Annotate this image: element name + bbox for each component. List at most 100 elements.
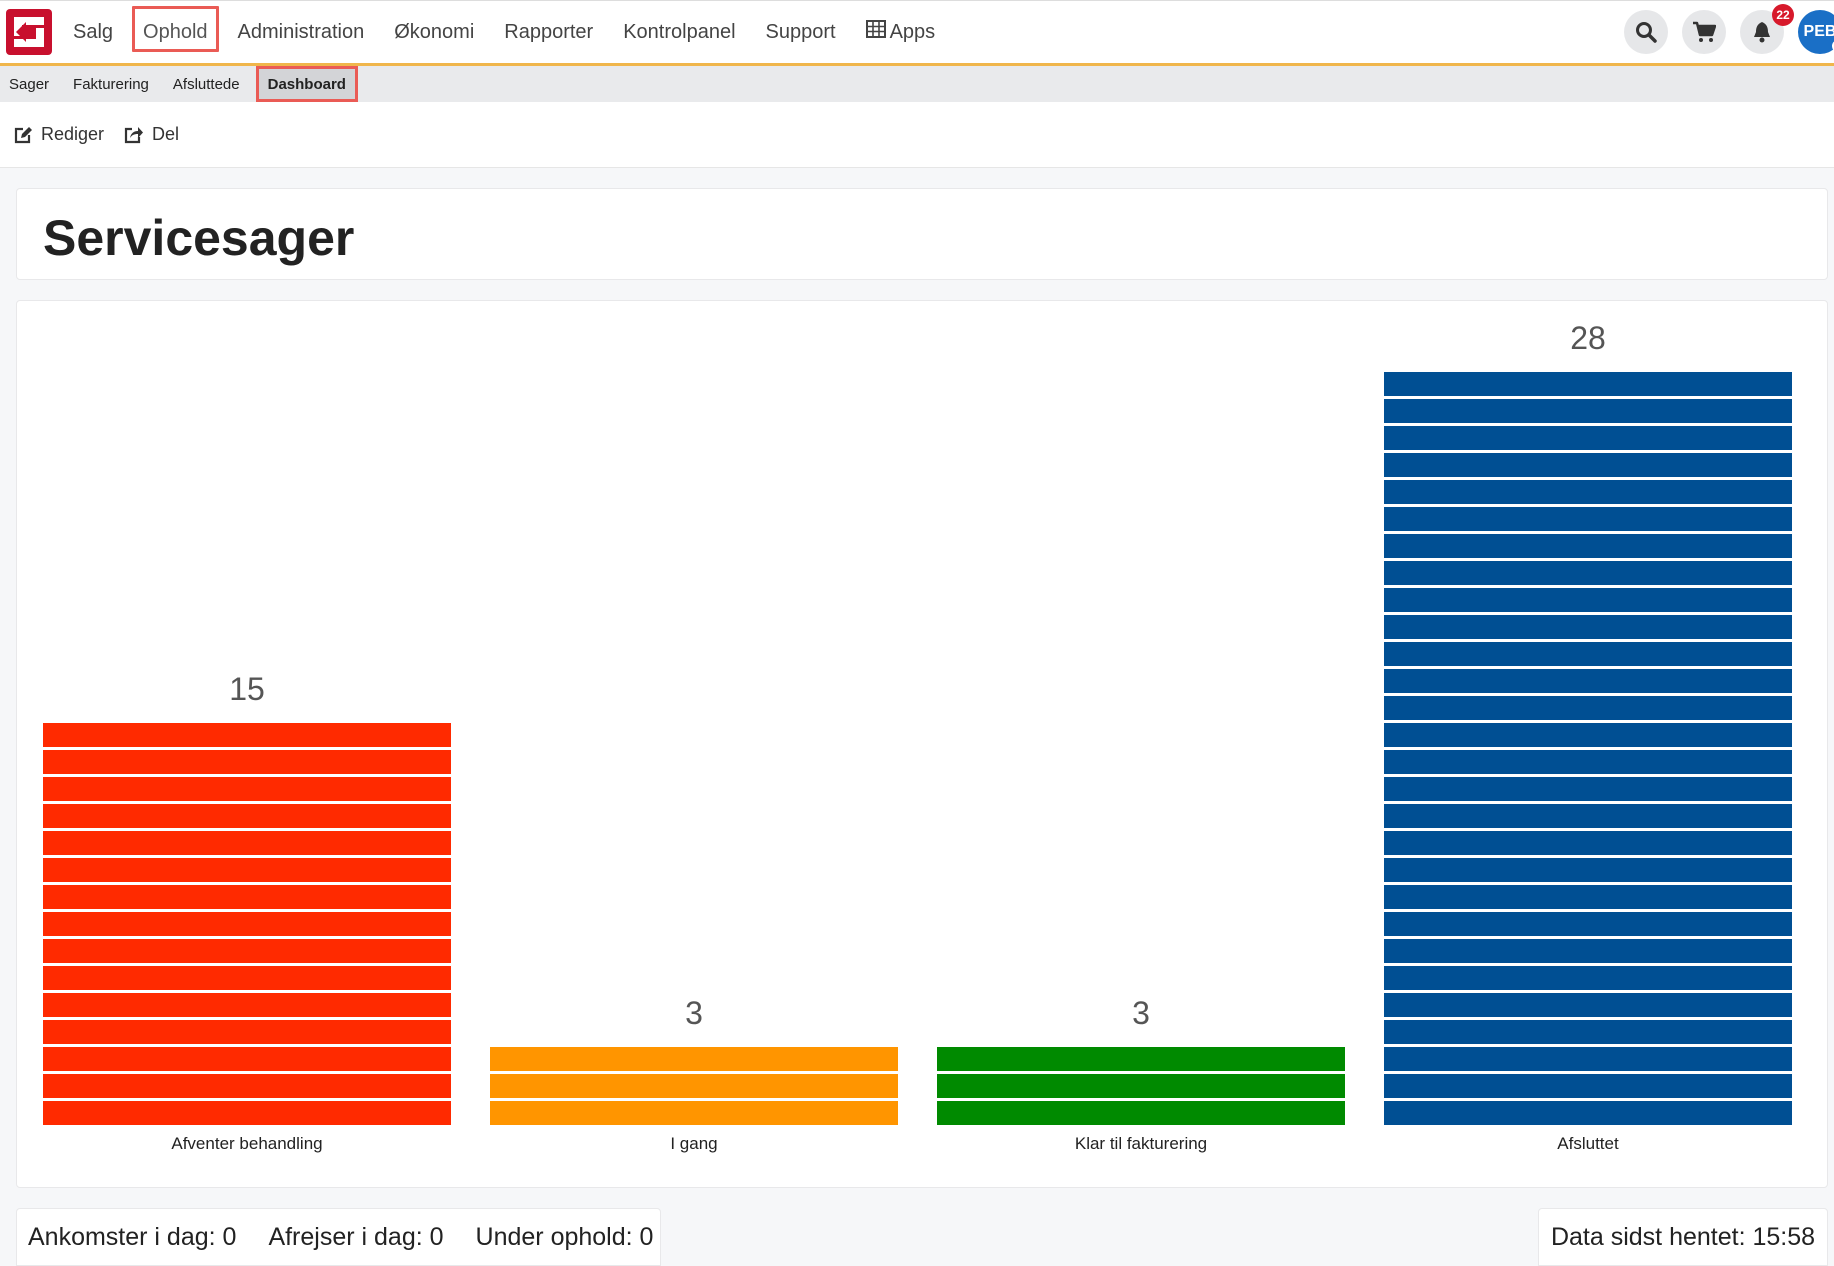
grid-icon <box>865 20 886 44</box>
bar-segment <box>937 1074 1345 1098</box>
search-button[interactable] <box>1624 10 1668 54</box>
bar-segment <box>43 804 451 828</box>
bar-segment <box>43 939 451 963</box>
bar-segment <box>1384 426 1792 450</box>
bar-segment <box>1384 777 1792 801</box>
nav-item-administration[interactable]: Administration <box>237 20 365 43</box>
bar-segment <box>1384 561 1792 585</box>
bar-segment <box>43 1020 451 1044</box>
bar-segment <box>1384 912 1792 936</box>
bar-afsluttet <box>1384 372 1792 1125</box>
bar-klar-til-fakturering <box>937 1047 1345 1125</box>
main-nav: Salg Ophold Administration Økonomi Rappo… <box>58 1 950 63</box>
service-cases-chart: 15 Afventer behandling 3 I gang 3 Klar til fa… <box>43 320 1792 1153</box>
bar-segment <box>937 1101 1345 1125</box>
last-fetched-time: Data sidst hentet: 15:58 <box>1550 1222 1816 1251</box>
bar-segment <box>1384 480 1792 504</box>
in-stay-count: Under ophold: 0 <box>475 1222 654 1251</box>
top-navigation-bar: Salg Ophold Administration Økonomi Rappo… <box>0 0 1834 66</box>
bar-segment <box>1384 534 1792 558</box>
subnav-item-afsluttede[interactable]: Afsluttede <box>172 75 240 93</box>
bar-segment <box>43 1074 451 1098</box>
share-label: Del <box>152 124 180 144</box>
value-label-klar-til-fakturering: 3 <box>1132 995 1150 1031</box>
bar-segment <box>490 1101 898 1125</box>
avatar-initials: PEB <box>1803 23 1834 40</box>
share-icon <box>124 126 144 143</box>
search-icon <box>1636 22 1657 43</box>
bar-segment <box>1384 696 1792 720</box>
bar-afventer-behandling <box>43 723 451 1125</box>
bar-segment <box>1384 831 1792 855</box>
header-actions: 22 PEB <box>1624 4 1834 55</box>
bar-segment <box>1384 1101 1792 1125</box>
last-fetched-box: Data sidst hentet: 15:58 <box>1538 1208 1828 1266</box>
nav-item-kontrolpanel[interactable]: Kontrolpanel <box>623 20 736 43</box>
subnav-item-dashboard[interactable]: Dashboard <box>255 66 359 102</box>
bar-segment <box>1384 1020 1792 1044</box>
category-label-afventer-behandling: Afventer behandling <box>171 1134 322 1153</box>
bar-segment <box>1384 1074 1792 1098</box>
nav-item-apps[interactable]: Apps <box>851 1 951 63</box>
bar-segment <box>1384 750 1792 774</box>
title-card: Servicesager <box>16 188 1828 280</box>
nav-item-salg[interactable]: Salg <box>73 20 114 43</box>
category-label-i-gang: I gang <box>670 1134 717 1153</box>
chart-card: 15 Afventer behandling 3 I gang 3 Klar til fa… <box>16 300 1828 1188</box>
bar-segment <box>43 777 451 801</box>
sub-navigation: Sager Fakturering Afsluttede Dashboard <box>0 66 1834 102</box>
bar-segment <box>43 1047 451 1071</box>
bar-segment <box>1384 399 1792 423</box>
notification-badge: 22 <box>1772 4 1794 26</box>
edit-button[interactable]: Rediger <box>14 124 104 145</box>
nav-item-rapporter[interactable]: Rapporter <box>504 20 594 43</box>
nav-item-support[interactable]: Support <box>765 20 836 43</box>
page-title: Servicesager <box>43 210 355 266</box>
bar-segment <box>1384 723 1792 747</box>
bar-segment <box>1384 507 1792 531</box>
value-label-afsluttet: 28 <box>1570 320 1606 356</box>
notifications-button[interactable]: 22 <box>1740 4 1794 54</box>
edit-icon <box>14 126 32 143</box>
category-label-klar-til-fakturering: Klar til fakturering <box>1075 1134 1207 1153</box>
departures-today: Afrejser i dag: 0 <box>268 1222 444 1251</box>
stay-summary: Ankomster i dag: 0 Afrejser i dag: 0 Und… <box>16 1208 661 1266</box>
bar-segment <box>1384 615 1792 639</box>
subnav-item-fakturering[interactable]: Fakturering <box>73 75 149 93</box>
apps-label: Apps <box>889 20 936 43</box>
share-button[interactable]: Del <box>124 124 179 145</box>
bar-segment <box>1384 372 1792 396</box>
user-avatar[interactable]: PEB <box>1798 10 1834 54</box>
bar-segment <box>43 912 451 936</box>
cart-button[interactable] <box>1682 10 1726 54</box>
app-logo[interactable] <box>6 9 52 55</box>
subnav-item-sager[interactable]: Sager <box>9 75 50 93</box>
action-bar: Rediger Del <box>0 102 1834 168</box>
nav-item-okonomi[interactable]: Økonomi <box>394 20 475 43</box>
category-label-afsluttet: Afsluttet <box>1557 1134 1619 1153</box>
bar-segment <box>490 1047 898 1071</box>
bar-segment <box>43 1101 451 1125</box>
bar-i-gang <box>490 1047 898 1125</box>
bar-segment <box>1384 453 1792 477</box>
bar-segment <box>1384 669 1792 693</box>
bar-segment <box>1384 993 1792 1017</box>
nav-item-ophold[interactable]: Ophold <box>128 1 223 63</box>
bell-icon <box>1754 22 1770 43</box>
edit-label: Rediger <box>41 124 105 144</box>
value-label-i-gang: 3 <box>685 995 703 1031</box>
bar-segment <box>1384 804 1792 828</box>
bar-segment <box>43 885 451 909</box>
arrivals-today: Ankomster i dag: 0 <box>28 1222 237 1251</box>
bar-segment <box>1384 642 1792 666</box>
bar-segment <box>43 750 451 774</box>
bar-segment <box>1384 588 1792 612</box>
bar-segment <box>1384 966 1792 990</box>
value-label-afventer-behandling: 15 <box>229 671 265 707</box>
bar-segment <box>43 831 451 855</box>
bar-segment <box>43 993 451 1017</box>
bar-segment <box>1384 885 1792 909</box>
cart-icon <box>1693 21 1716 42</box>
bar-segment <box>43 858 451 882</box>
bar-segment <box>937 1047 1345 1071</box>
